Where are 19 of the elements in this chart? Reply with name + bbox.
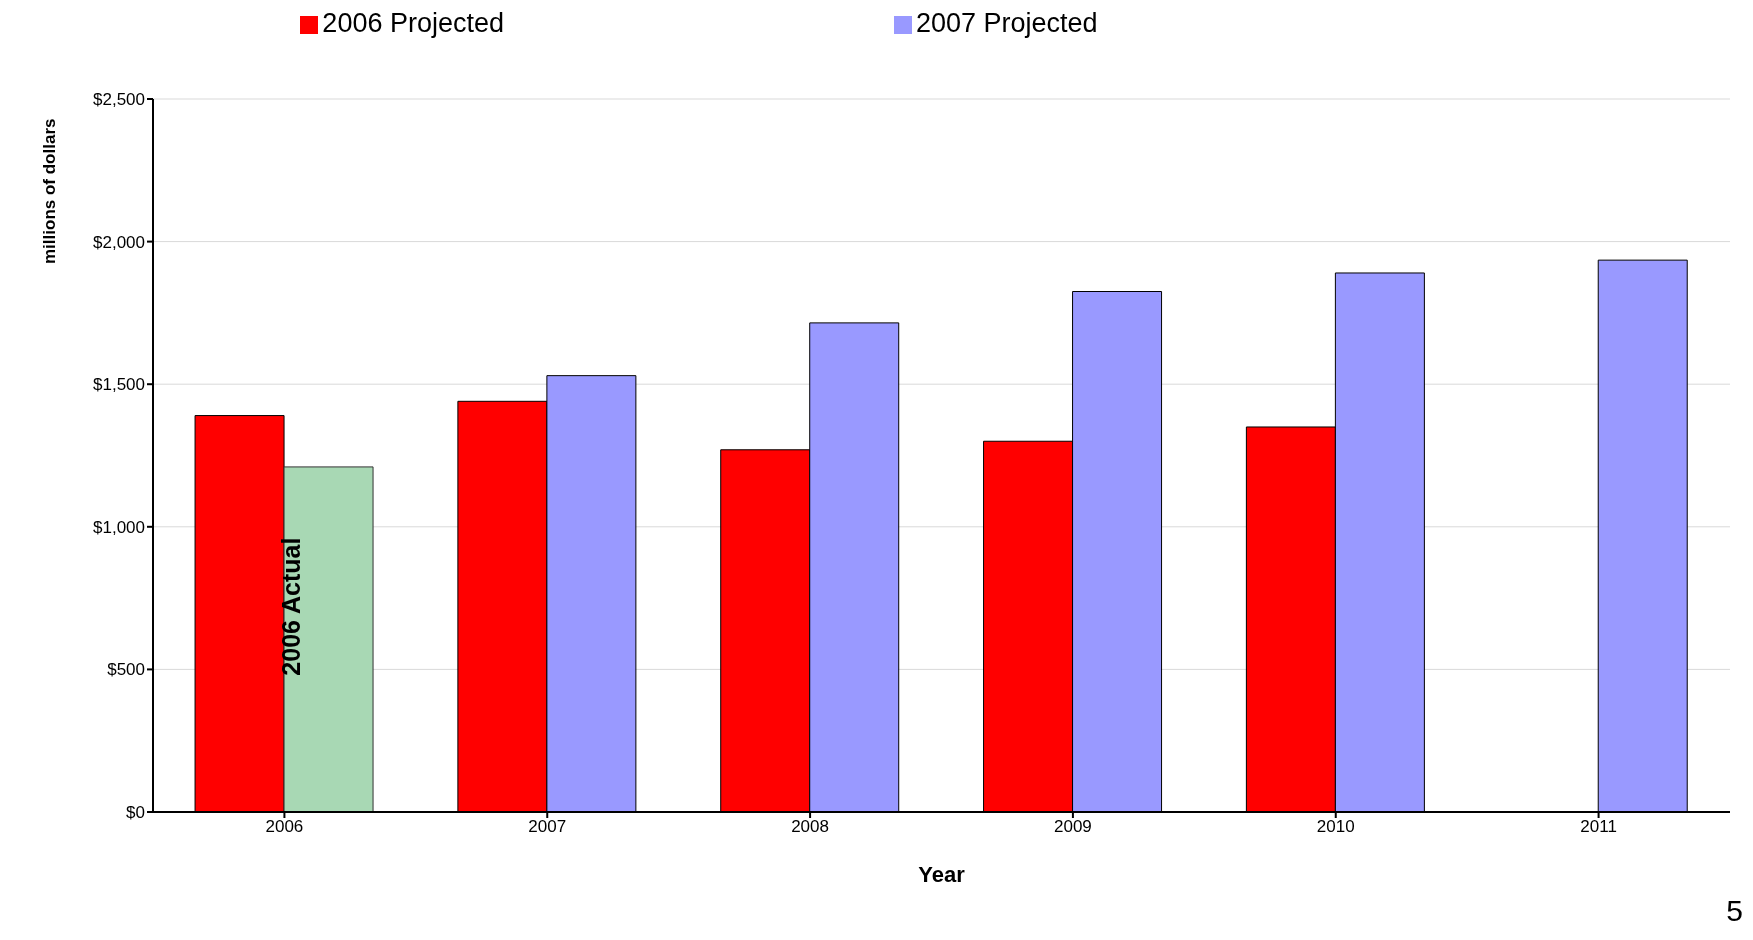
y-tick-label: $2,500 — [93, 90, 145, 110]
legend-label: 2006 Projected — [322, 8, 504, 38]
x-tick-label: 2009 — [1054, 817, 1092, 837]
x-tick-label: 2008 — [791, 817, 829, 837]
legend-label: 2007 Projected — [916, 8, 1098, 38]
bar — [283, 466, 374, 812]
y-tick-label: $2,000 — [93, 232, 145, 252]
x-axis-title: Year — [918, 862, 966, 887]
x-tick-label: 2010 — [1316, 817, 1355, 837]
x-tick-label: 2007 — [528, 817, 567, 837]
x-tick-label: 2011 — [1580, 817, 1617, 837]
y-tick-label: $500 — [107, 660, 145, 680]
y-axis-title: millions of dollars — [40, 118, 60, 264]
annotation: 2006 Actual — [277, 537, 306, 676]
x-tick-label: 2006 — [265, 817, 304, 837]
y-tick-label: $0 — [126, 803, 145, 823]
y-tick-label: $1,500 — [93, 375, 145, 395]
y-tick-label: $1,000 — [93, 517, 145, 537]
text: 5 — [1726, 894, 1743, 928]
